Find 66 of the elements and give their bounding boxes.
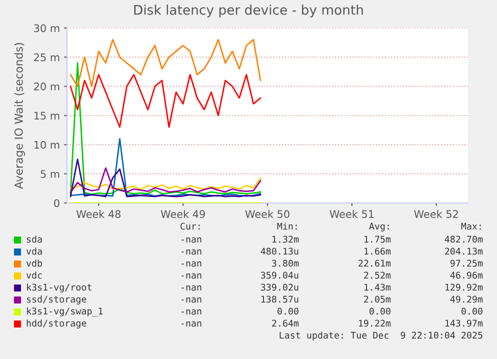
text: 22.61m <box>358 260 391 267</box>
y-tick-label: 0 <box>54 199 60 208</box>
text: 19.22m <box>358 320 391 327</box>
text: 1.75m <box>364 236 391 243</box>
line-series <box>70 167 262 194</box>
text: 1.66m <box>364 248 391 255</box>
text: 0.00 <box>370 308 390 315</box>
line-series <box>70 158 262 198</box>
x-tick-label: Week 49 <box>160 210 205 218</box>
text: 138.57u <box>261 296 298 303</box>
text: 46.96m <box>450 272 483 279</box>
text: -nan <box>182 249 202 255</box>
legend-label: k3s1-vg/root <box>27 284 92 292</box>
text: Last update: Tue Dec 9 22:10:04 2025 <box>280 332 482 340</box>
text: 143.97m <box>445 320 483 327</box>
legend-label: k3s1-vg/swap_1 <box>27 307 103 317</box>
chart-title: Disk latency per device - by month <box>134 4 363 18</box>
text: 49.29m <box>450 296 483 303</box>
text: 2.52m <box>364 272 391 279</box>
text: 2.64m <box>272 320 299 327</box>
text: 0.00 <box>462 308 482 315</box>
x-tick-label: Week 50 <box>245 210 290 218</box>
text: Avg: <box>369 222 389 232</box>
text: 2.05m <box>364 296 391 303</box>
text: 339.02u <box>260 284 298 291</box>
text: 0.00 <box>278 308 298 315</box>
legend-label: vda <box>26 248 42 255</box>
y-tick-label: 15 m <box>34 112 60 120</box>
x-tick-label: Week 51 <box>330 210 374 218</box>
text: 482.70m <box>444 236 483 243</box>
line-series <box>70 138 262 197</box>
text: -nan <box>182 237 202 243</box>
y-tick-label: 5 m <box>40 170 60 178</box>
line-series <box>70 74 262 128</box>
text: Cur: <box>180 222 200 230</box>
text: 480.13u <box>260 248 298 255</box>
line-series <box>70 62 262 195</box>
y-tick-label: 20 m <box>34 82 60 90</box>
text: -nan <box>182 297 202 303</box>
text: 1.32m <box>272 236 299 243</box>
text: -nan <box>182 273 202 279</box>
legend-label: sda <box>26 236 42 243</box>
legend-label: vdb <box>26 260 42 267</box>
y-axis-title: Average IO Wait (seconds) <box>14 43 26 189</box>
legend-label: hdd/storage <box>26 320 86 328</box>
line-series <box>70 178 262 190</box>
legend-label: ssd/storage <box>26 296 86 304</box>
legend-label: vdc <box>26 272 42 279</box>
text: 359.04u <box>260 272 298 279</box>
text: 3.80m <box>272 260 299 267</box>
y-tick-label: 25 m <box>34 53 60 62</box>
text: -nan <box>182 285 202 291</box>
y-tick-label: 30 m <box>34 24 60 32</box>
text: -nan <box>182 261 202 267</box>
x-tick-label: Week 52 <box>414 210 458 218</box>
text: -nan <box>182 321 202 327</box>
text: 97.25m <box>450 260 483 267</box>
text: 1.43m <box>364 284 391 291</box>
text: -nan <box>182 309 202 315</box>
text: 204.13m <box>445 248 483 255</box>
text: Max: <box>461 222 481 230</box>
y-tick-label: 10 m <box>34 140 60 149</box>
line-series <box>70 38 262 88</box>
x-tick-label: Week 48 <box>76 210 120 218</box>
text: 129.92m <box>445 284 483 291</box>
text: Min: <box>277 222 297 230</box>
